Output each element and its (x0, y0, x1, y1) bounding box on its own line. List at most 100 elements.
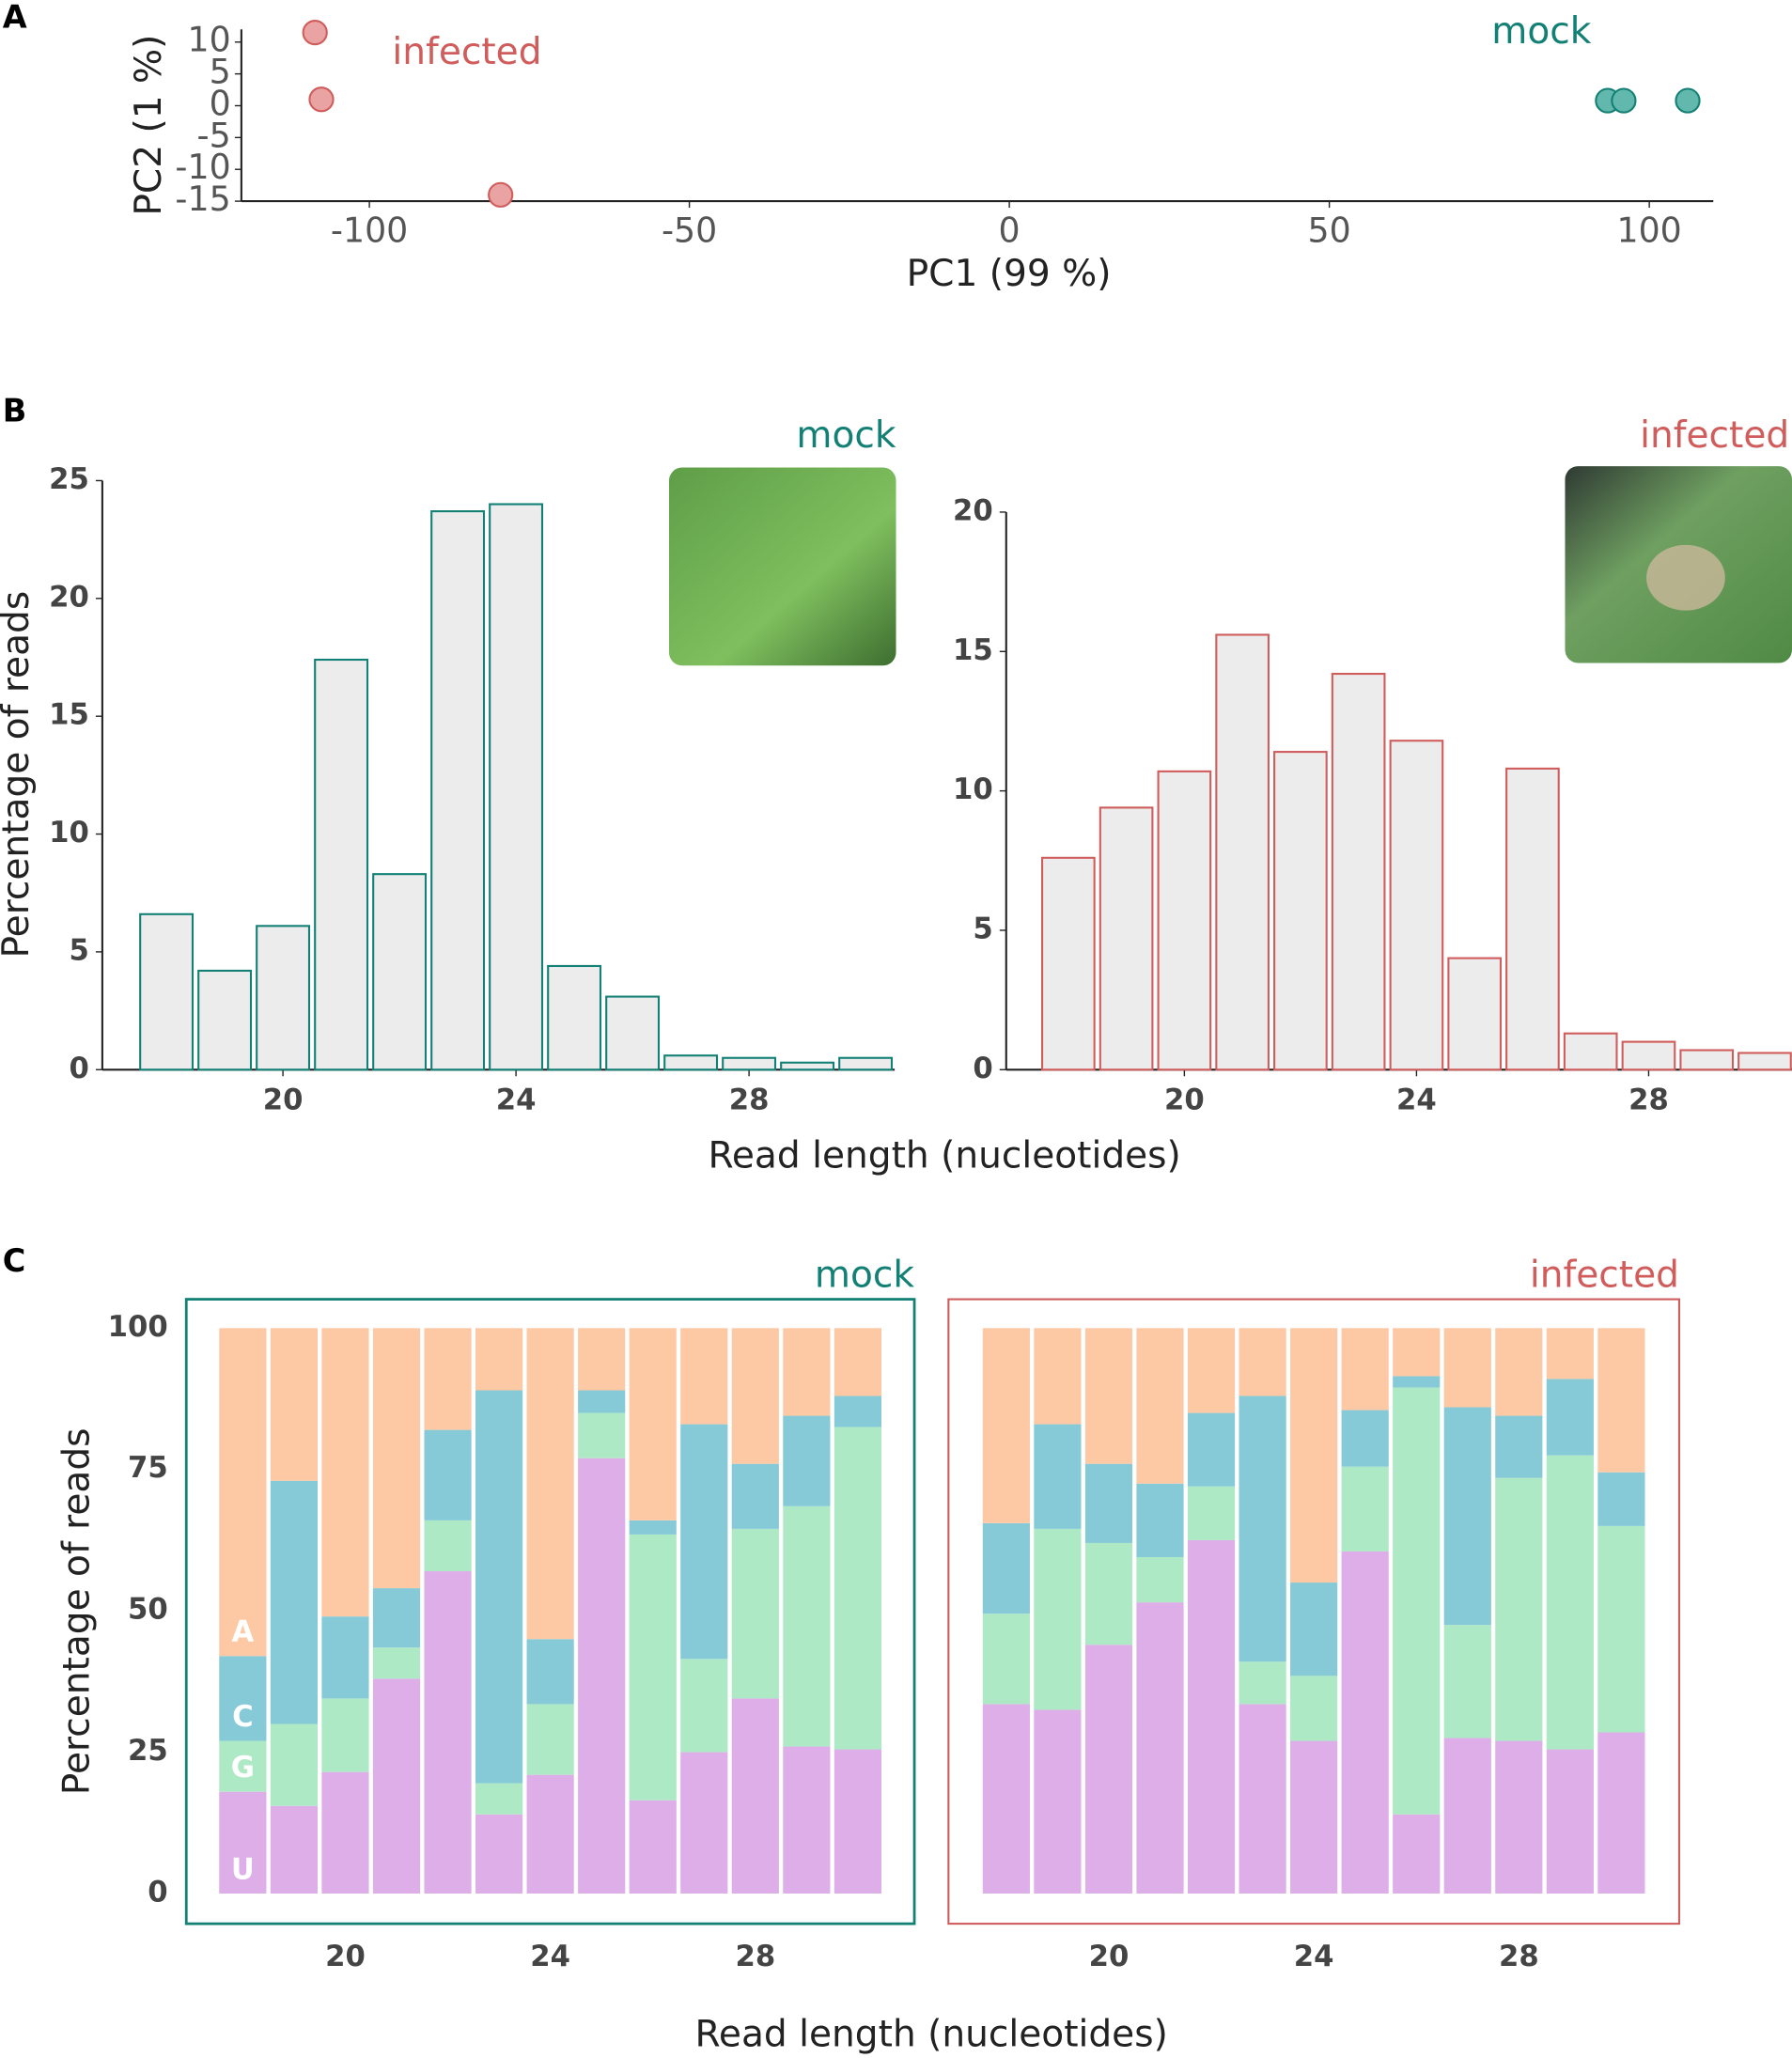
x-tick-label: 28 (1499, 1940, 1539, 1973)
bar-segment (1597, 1472, 1645, 1526)
y-tick-label: 10 (188, 20, 231, 60)
bar-segment (1084, 1542, 1133, 1645)
y-tick-label: 0 (148, 1875, 167, 1909)
bar-segment (1341, 1551, 1389, 1894)
y-tick-label: 50 (128, 1593, 168, 1627)
bar-segment (1597, 1525, 1645, 1733)
bar-segment (1393, 1328, 1441, 1377)
bar (605, 995, 661, 1071)
bar-segment (1341, 1466, 1389, 1551)
y-tick-label: 75 (128, 1451, 168, 1485)
bar-segment (629, 1534, 677, 1801)
bar-segment (475, 1783, 523, 1815)
panel-label: B (3, 392, 27, 429)
bar (838, 1056, 894, 1071)
y-tick-label: -5 (197, 115, 231, 155)
bar-segment (526, 1704, 574, 1775)
x-tick-label: 50 (1308, 210, 1351, 251)
bar-segment (1443, 1407, 1491, 1626)
bar-segment (834, 1427, 882, 1750)
bar-segment (1495, 1740, 1543, 1894)
bar-segment (578, 1390, 626, 1413)
bar-segment (731, 1463, 779, 1529)
x-tick-label: 24 (1396, 1083, 1437, 1116)
bar-segment (1290, 1676, 1338, 1741)
bar (1737, 1052, 1792, 1071)
x-tick-label: 24 (496, 1083, 537, 1116)
y-tick-label: 5 (210, 52, 231, 92)
bar-segment (1341, 1410, 1389, 1467)
x-tick-label: 20 (263, 1083, 304, 1116)
y-tick-label: 0 (70, 1052, 89, 1085)
x-tick-label: 20 (1089, 1940, 1130, 1973)
bar-segment (321, 1616, 369, 1699)
x-tick-label: -50 (662, 210, 717, 251)
y-axis-label: PC2 (1 %) (128, 35, 170, 216)
bar (372, 873, 428, 1071)
bar-segment (270, 1723, 319, 1806)
bar (489, 503, 544, 1071)
bar (430, 510, 486, 1071)
x-tick-label: 28 (729, 1083, 770, 1116)
bar-segment (219, 1740, 267, 1792)
bar-segment (1136, 1328, 1184, 1484)
x-tick-label: 20 (1164, 1083, 1205, 1116)
bar-segment (1084, 1645, 1133, 1894)
bar (314, 658, 369, 1071)
series-label: A (231, 1615, 254, 1649)
bar (1215, 633, 1270, 1071)
bar-segment (578, 1458, 626, 1894)
bar-segment (1136, 1556, 1184, 1603)
bar-segment (526, 1774, 574, 1894)
bar-segment (1239, 1328, 1286, 1396)
bar (780, 1061, 835, 1071)
chart-title: infected (1530, 1254, 1679, 1296)
bar-segment (475, 1814, 523, 1894)
bar (1621, 1040, 1676, 1071)
y-axis-label: Percentage of reads (55, 1427, 98, 1795)
photo-lesion (1646, 544, 1725, 611)
x-tick-label: 28 (1628, 1083, 1669, 1116)
series-label: infected (392, 31, 541, 73)
bar (547, 964, 602, 1071)
series-label: G (231, 1751, 255, 1785)
x-tick-label: 28 (735, 1940, 775, 1973)
bar-segment (680, 1328, 728, 1425)
bar-segment (424, 1571, 472, 1894)
bar (722, 1056, 777, 1071)
bar-segment (219, 1328, 267, 1657)
bar-segment (219, 1791, 267, 1894)
panel-label: A (3, 0, 27, 36)
y-tick-label: 5 (70, 933, 89, 967)
bar-segment (1393, 1387, 1441, 1815)
y-tick-label: 15 (953, 633, 993, 667)
bar-segment (1443, 1625, 1491, 1738)
y-tick-label: 20 (49, 580, 89, 614)
bar-segment (1546, 1455, 1594, 1750)
y-axis-label: Percentage of reads (0, 591, 38, 959)
x-axis-label: Read length (nucleotides) (708, 1134, 1180, 1177)
series-label: mock (1491, 10, 1591, 53)
bar-segment (526, 1328, 574, 1640)
bar (1447, 957, 1503, 1071)
bar (1563, 1032, 1618, 1071)
bar-segment (834, 1749, 882, 1894)
bar-segment (1597, 1732, 1645, 1894)
bar-segment (629, 1800, 677, 1894)
y-tick-label: 0 (973, 1052, 992, 1085)
bar (1389, 740, 1444, 1071)
bar-segment (834, 1328, 882, 1396)
bar-segment (321, 1698, 369, 1772)
bar (1679, 1049, 1735, 1071)
series-label: U (231, 1852, 255, 1886)
bar (139, 912, 195, 1071)
bar-segment (731, 1328, 779, 1464)
x-tick-label: -100 (331, 210, 408, 251)
point (308, 86, 335, 113)
bar-segment (1546, 1379, 1594, 1456)
chart-title: infected (1640, 414, 1789, 457)
point (1611, 87, 1637, 114)
bar-segment (372, 1328, 421, 1589)
